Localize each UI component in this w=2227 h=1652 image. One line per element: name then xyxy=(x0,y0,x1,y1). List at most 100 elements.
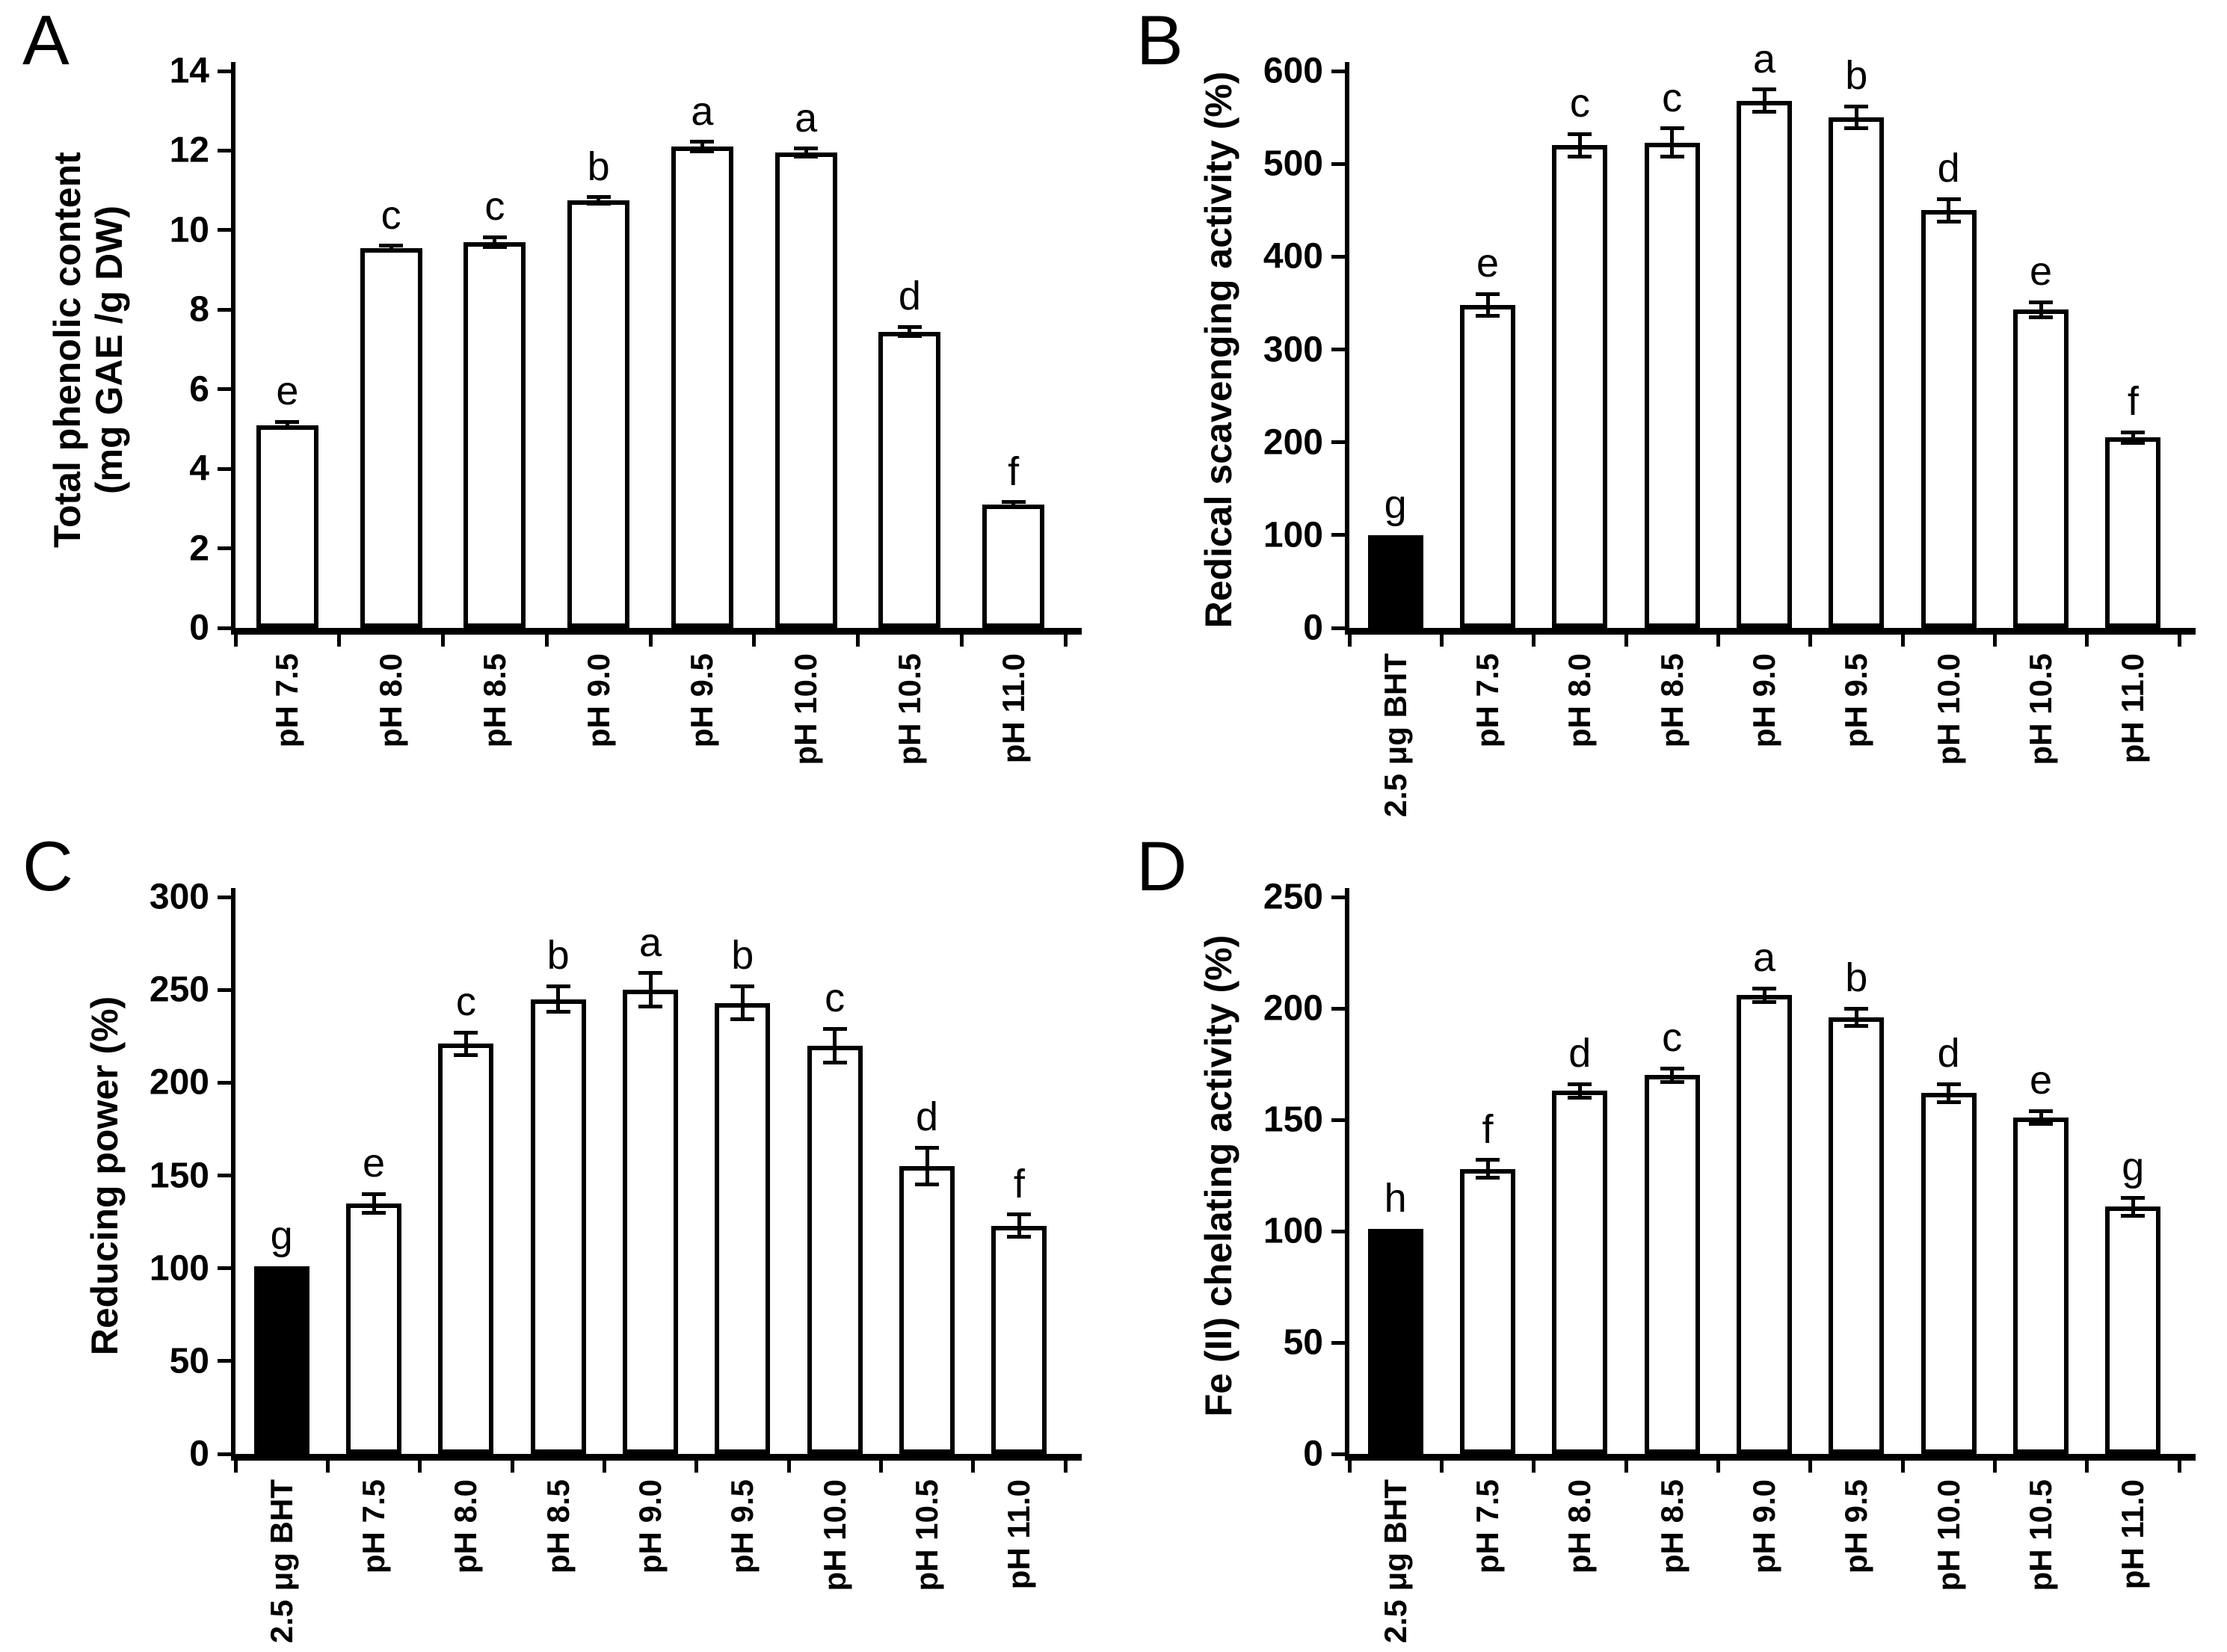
x-tick-label: pH 10.0 xyxy=(816,1479,852,1591)
y-tick-mark xyxy=(218,69,231,73)
x-tick-mark xyxy=(1992,635,1997,647)
x-tick-label: pH 7.5 xyxy=(269,653,305,748)
error-bar-cap-top xyxy=(2029,1109,2053,1113)
panel-letter-b: B xyxy=(1136,1,1183,79)
error-bar-line xyxy=(1854,1008,1858,1026)
error-bar-cap-top xyxy=(690,140,715,144)
y-tick-label: 250 xyxy=(149,970,209,1010)
significance-letter: b xyxy=(1845,955,1868,1000)
error-bar-cap-bottom xyxy=(1844,1024,1869,1029)
y-tick-label: 150 xyxy=(149,1156,209,1195)
bar xyxy=(1552,145,1608,628)
significance-letter: e xyxy=(276,369,299,414)
error-bar-cap-top xyxy=(1660,126,1684,131)
x-axis xyxy=(1345,1454,2196,1461)
bar xyxy=(1644,1075,1700,1454)
error-bar-cap-bottom xyxy=(1007,1234,1032,1239)
significance-letter: f xyxy=(2127,379,2139,424)
error-bar-cap-bottom xyxy=(1476,314,1500,318)
x-tick-label: pH 9.0 xyxy=(1746,653,1781,748)
y-tick-mark xyxy=(218,1080,231,1085)
error-bar-line xyxy=(700,141,704,152)
error-bar-cap-bottom xyxy=(586,201,611,206)
y-tick-mark xyxy=(218,307,231,312)
x-tick-label: pH 8.0 xyxy=(373,653,409,748)
x-tick-mark xyxy=(1439,1461,1444,1473)
error-bar-cap-bottom xyxy=(1001,505,1026,509)
x-tick-label: pH 8.5 xyxy=(540,1479,576,1574)
bar-solid xyxy=(1367,534,1423,628)
error-bar-cap-bottom xyxy=(379,248,404,253)
significance-letter: g xyxy=(270,1213,293,1259)
error-bar-cap-top xyxy=(1660,1066,1684,1070)
y-tick-label: 4 xyxy=(189,449,209,489)
significance-letter: b xyxy=(546,933,570,978)
y-tick-mark xyxy=(1331,626,1345,630)
error-bar-cap-bottom xyxy=(1752,110,1776,114)
error-bar-cap-top xyxy=(546,984,570,988)
significance-letter: d xyxy=(915,1094,939,1140)
x-tick-mark xyxy=(694,1461,699,1473)
bar xyxy=(991,1225,1047,1454)
x-tick-label: pH 11.0 xyxy=(2115,653,2151,764)
error-bar-cap-top xyxy=(379,244,404,248)
x-tick-label: pH 10.5 xyxy=(891,653,927,765)
error-bar-line xyxy=(1762,988,1766,1002)
x-tick-label: 2.5 μg BHT xyxy=(1377,1479,1413,1644)
significance-letter: e xyxy=(2029,1058,2053,1103)
error-bar-line xyxy=(648,973,653,1007)
y-tick-mark xyxy=(1331,440,1345,445)
y-tick-label: 100 xyxy=(1263,1211,1323,1251)
bar xyxy=(438,1044,494,1454)
x-tick-mark xyxy=(878,1461,883,1473)
error-bar-line xyxy=(285,422,289,428)
y-tick-mark xyxy=(1331,533,1345,537)
bar xyxy=(982,505,1045,628)
bar xyxy=(1644,142,1700,628)
significance-letter: d xyxy=(1568,1031,1592,1076)
x-tick-mark xyxy=(1716,1461,1720,1473)
panel-letter-a: A xyxy=(22,1,70,79)
x-tick-mark xyxy=(1624,1461,1628,1473)
significance-letter: f xyxy=(1482,1106,1494,1152)
bar xyxy=(1460,1168,1515,1454)
error-bar-cap-top xyxy=(362,1192,386,1196)
x-tick-mark xyxy=(1808,1461,1813,1473)
error-bar-cap-bottom xyxy=(1660,1079,1684,1084)
error-bar-cap-bottom xyxy=(2029,1122,2053,1126)
error-bar-cap-bottom xyxy=(897,334,922,339)
y-tick-label: 0 xyxy=(1303,608,1323,648)
x-tick-label: pH 7.5 xyxy=(356,1479,391,1574)
error-bar-cap-top xyxy=(2029,300,2053,304)
x-tick-label: pH 9.5 xyxy=(1838,653,1874,748)
error-bar-cap-top xyxy=(794,147,819,151)
x-tick-label: pH 11.0 xyxy=(995,653,1031,764)
x-tick-mark xyxy=(1992,1461,1997,1473)
y-tick-mark xyxy=(218,895,231,899)
significance-letter: a xyxy=(1752,935,1776,981)
error-bar-line xyxy=(1485,1159,1490,1178)
y-tick-label: 50 xyxy=(1283,1322,1323,1363)
x-tick-mark xyxy=(1347,635,1352,647)
y-tick-mark xyxy=(1331,1340,1345,1345)
error-bar-cap-bottom xyxy=(2029,315,2053,319)
y-axis xyxy=(1345,62,1349,635)
significance-letter: g xyxy=(2122,1144,2145,1190)
y-tick-label: 200 xyxy=(1263,422,1323,463)
bar xyxy=(256,425,318,628)
error-bar-cap-top xyxy=(638,971,662,976)
y-tick-mark xyxy=(218,1266,231,1271)
y-tick-label: 2 xyxy=(189,528,209,569)
bar xyxy=(1920,1093,1977,1454)
error-bar-cap-top xyxy=(1568,132,1592,136)
error-bar-line xyxy=(1011,502,1016,508)
significance-letter: c xyxy=(825,976,845,1021)
error-bar-line xyxy=(804,148,808,157)
bar-solid xyxy=(253,1266,309,1454)
x-tick-mark xyxy=(1900,1461,1905,1473)
error-bar-cap-bottom xyxy=(546,1010,570,1014)
error-bar-cap-top xyxy=(1007,1212,1032,1217)
y-tick-label: 250 xyxy=(1263,877,1323,917)
error-bar-cap-bottom xyxy=(1752,999,1776,1004)
significance-letter: b xyxy=(731,933,754,978)
